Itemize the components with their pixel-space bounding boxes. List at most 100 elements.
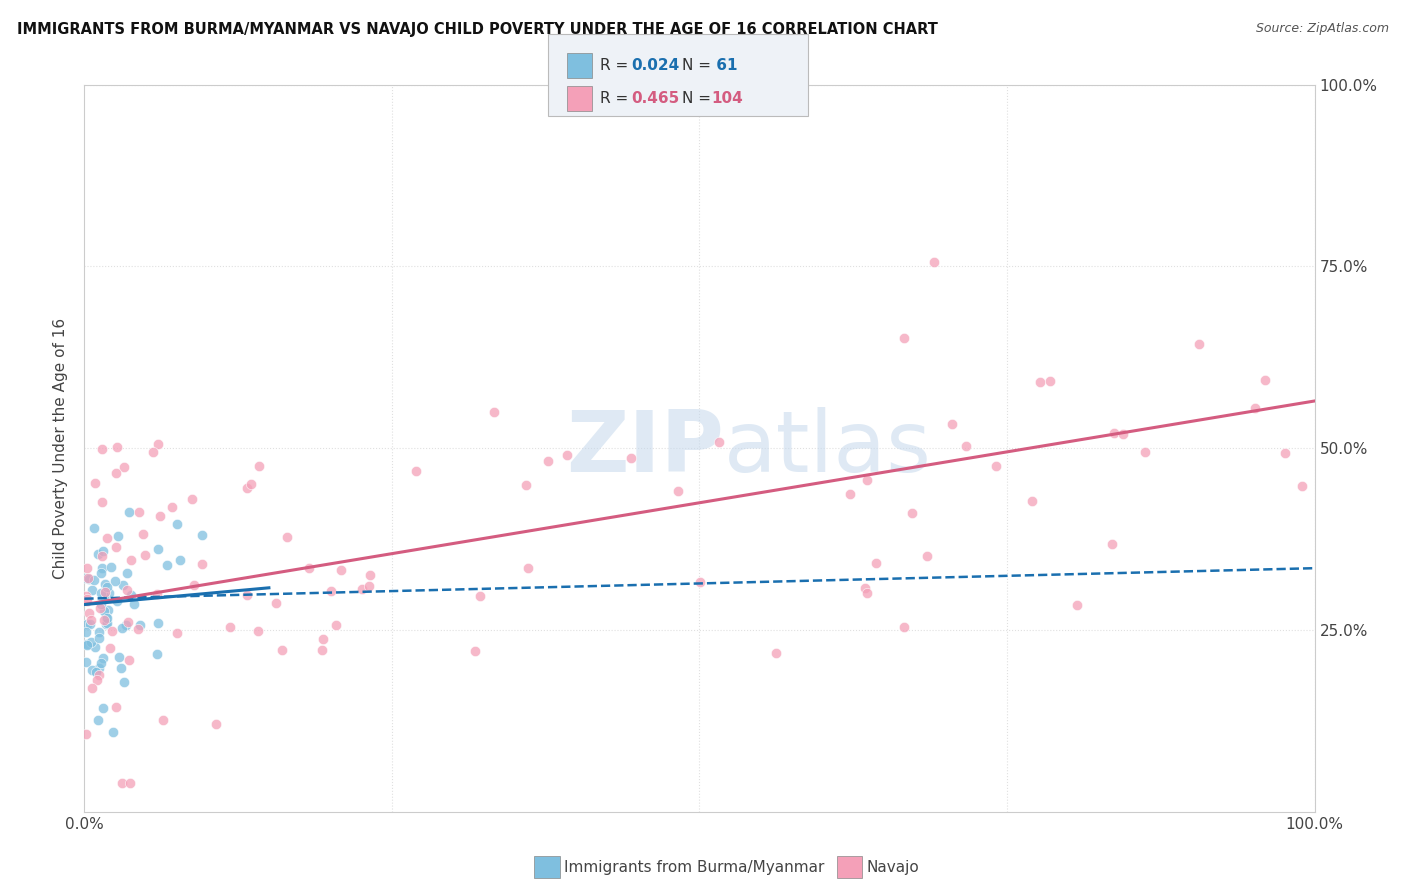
Text: 104: 104: [711, 91, 744, 106]
Point: [235, 588, 257, 602]
Point: [93, 589, 115, 603]
Text: atlas: atlas: [724, 407, 932, 490]
Point: [75, 727, 97, 741]
Point: [464, 644, 486, 658]
Point: [856, 474, 879, 488]
Point: [75, 656, 97, 670]
Point: [111, 775, 134, 789]
Point: [941, 417, 963, 432]
Point: [76, 637, 98, 651]
Point: [1244, 401, 1267, 415]
Point: [112, 674, 135, 689]
Point: [537, 454, 560, 468]
Point: [1254, 373, 1277, 387]
Point: [853, 582, 876, 596]
Point: [152, 713, 174, 727]
Point: [84, 476, 107, 491]
Point: [405, 464, 427, 478]
Point: [264, 596, 287, 610]
Point: [181, 492, 204, 507]
Point: [470, 589, 492, 603]
Point: [134, 548, 156, 562]
Point: [352, 582, 374, 596]
Point: [90, 657, 112, 671]
Point: [80, 681, 103, 695]
Point: [1274, 446, 1296, 460]
Point: [112, 578, 135, 592]
Point: [984, 459, 1007, 474]
Point: [146, 648, 169, 662]
Point: [1101, 537, 1123, 551]
Point: [87, 660, 110, 674]
Point: [100, 624, 122, 638]
Point: [94, 585, 117, 599]
Point: [90, 597, 112, 611]
Point: [666, 484, 689, 499]
Point: [105, 594, 128, 608]
Point: [1133, 444, 1156, 458]
Point: [96, 531, 118, 545]
Point: [120, 553, 142, 567]
Point: [87, 668, 110, 682]
Point: [93, 604, 115, 618]
Text: R =: R =: [600, 91, 634, 106]
Point: [104, 574, 127, 589]
Point: [955, 439, 977, 453]
Point: [91, 495, 114, 509]
Point: [146, 587, 169, 601]
Text: 0.465: 0.465: [631, 91, 679, 106]
Point: [856, 585, 879, 599]
Point: [765, 646, 787, 660]
Point: [359, 568, 381, 582]
Point: [97, 586, 120, 600]
Point: [312, 632, 335, 646]
Point: [84, 665, 107, 680]
Point: [77, 572, 100, 586]
Point: [108, 649, 131, 664]
Point: [91, 701, 114, 715]
Point: [83, 640, 105, 655]
Point: [1102, 425, 1125, 440]
Point: [77, 607, 100, 621]
Point: [1039, 375, 1062, 389]
Point: [90, 586, 112, 600]
Point: [149, 509, 172, 524]
Point: [893, 620, 915, 634]
Point: [117, 582, 139, 597]
Text: Immigrants from Burma/Myanmar: Immigrants from Burma/Myanmar: [564, 860, 824, 874]
Point: [555, 449, 578, 463]
Point: [124, 597, 146, 611]
Text: N =: N =: [682, 58, 716, 73]
Point: [160, 500, 183, 514]
Point: [100, 640, 122, 655]
Point: [94, 617, 117, 632]
Point: [156, 558, 179, 573]
Point: [922, 255, 945, 269]
Point: [1291, 479, 1313, 493]
Point: [240, 477, 263, 491]
Point: [105, 700, 128, 714]
Point: [77, 572, 100, 586]
Text: 61: 61: [711, 58, 738, 73]
Point: [80, 663, 103, 677]
Point: [87, 547, 110, 561]
Point: [190, 528, 212, 542]
Text: ZIP: ZIP: [567, 407, 724, 490]
Point: [146, 542, 169, 557]
Point: [105, 467, 128, 481]
Point: [901, 506, 924, 520]
Point: [76, 592, 98, 607]
Point: [118, 505, 141, 519]
Point: [166, 626, 188, 640]
Point: [111, 621, 134, 635]
Point: [91, 651, 114, 665]
Point: [94, 577, 117, 591]
Point: [76, 593, 98, 607]
Point: [1188, 336, 1211, 351]
Point: [112, 459, 135, 474]
Point: [1029, 375, 1052, 389]
Point: [118, 775, 141, 789]
Point: [246, 624, 269, 638]
Point: [100, 560, 122, 574]
Text: N =: N =: [682, 91, 716, 106]
